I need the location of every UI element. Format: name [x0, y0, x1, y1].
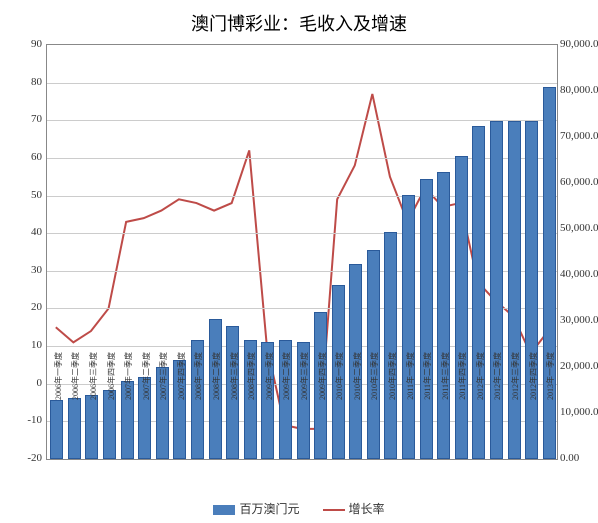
x-tick-label: 2011年三季度: [440, 352, 451, 422]
x-tick-label: 2007年三季度: [158, 352, 169, 422]
x-tick-label: 2009年四季度: [317, 352, 328, 422]
legend: 百万澳门元 增长率: [0, 500, 598, 517]
x-tick-label: 2008年一季度: [193, 352, 204, 422]
y1-tick-label: 60: [2, 151, 42, 163]
y1-tick-label: 0: [2, 377, 42, 389]
y1-tick-label: 10: [2, 339, 42, 351]
x-tick-label: 2009年二季度: [281, 352, 292, 422]
y1-tick-label: 50: [2, 189, 42, 201]
y2-tick-label: 50,000.00: [560, 222, 598, 234]
y2-tick-label: 60,000.00: [560, 176, 598, 188]
x-tick-label: 2012年四季度: [528, 352, 539, 422]
x-tick-label: 2010年四季度: [387, 352, 398, 422]
x-tick-label: 2007年二季度: [141, 352, 152, 422]
y1-tick-label: 20: [2, 301, 42, 313]
grid-line: [47, 83, 557, 84]
y1-tick-label: 80: [2, 76, 42, 88]
y2-tick-label: 10,000.00: [560, 406, 598, 418]
x-tick-label: 2006年三季度: [88, 352, 99, 422]
grid-line: [47, 120, 557, 121]
x-tick-label: 2012年三季度: [510, 352, 521, 422]
y2-tick-label: 40,000.00: [560, 268, 598, 280]
x-tick-label: 2013年一季度: [545, 352, 556, 422]
x-tick-label: 2007年一季度: [123, 352, 134, 422]
y1-tick-label: -20: [2, 452, 42, 464]
x-tick-label: 2006年二季度: [70, 352, 81, 422]
y1-tick-label: 40: [2, 226, 42, 238]
x-tick-label: 2008年四季度: [246, 352, 257, 422]
x-tick-label: 2008年三季度: [229, 352, 240, 422]
legend-bar: 百万澳门元: [213, 500, 299, 517]
y1-tick-label: 70: [2, 113, 42, 125]
y1-tick-label: -10: [2, 414, 42, 426]
x-tick-label: 2012年二季度: [492, 352, 503, 422]
y2-tick-label: 30,000.00: [560, 314, 598, 326]
chart-title: 澳门博彩业：毛收入及增速: [0, 0, 598, 36]
y2-tick-label: 20,000.00: [560, 360, 598, 372]
legend-line-swatch: [323, 509, 345, 511]
y2-tick-label: 70,000.00: [560, 130, 598, 142]
y1-tick-label: 90: [2, 38, 42, 50]
x-tick-label: 2009年三季度: [299, 352, 310, 422]
legend-bar-label: 百万澳门元: [239, 502, 299, 516]
chart-root: 澳门博彩业：毛收入及增速 百万澳门元 增长率 -20 -10 0 10 20 30 40 50…: [0, 0, 598, 523]
x-tick-label: 2010年一季度: [334, 352, 345, 422]
x-tick-label: 2011年二季度: [422, 352, 433, 422]
x-tick-label: 2011年一季度: [405, 352, 416, 422]
x-tick-label: 2006年一季度: [53, 352, 64, 422]
legend-bar-swatch: [213, 505, 235, 515]
y2-tick-label: 80,000.00: [560, 84, 598, 96]
x-tick-label: 2007年四季度: [176, 352, 187, 422]
bar: [384, 232, 397, 459]
x-tick-label: 2010年二季度: [352, 352, 363, 422]
y2-tick-label: 0.00: [560, 452, 598, 464]
x-tick-label: 2009年一季度: [264, 352, 275, 422]
x-tick-label: 2008年二季度: [211, 352, 222, 422]
legend-line-label: 增长率: [349, 502, 385, 516]
x-tick-label: 2010年三季度: [369, 352, 380, 422]
y1-tick-label: 30: [2, 264, 42, 276]
legend-line: 增长率: [323, 500, 385, 517]
x-tick-label: 2006年四季度: [106, 352, 117, 422]
y2-tick-label: 90,000.00: [560, 38, 598, 50]
x-tick-label: 2011年四季度: [457, 352, 468, 422]
x-tick-label: 2012年一季度: [475, 352, 486, 422]
